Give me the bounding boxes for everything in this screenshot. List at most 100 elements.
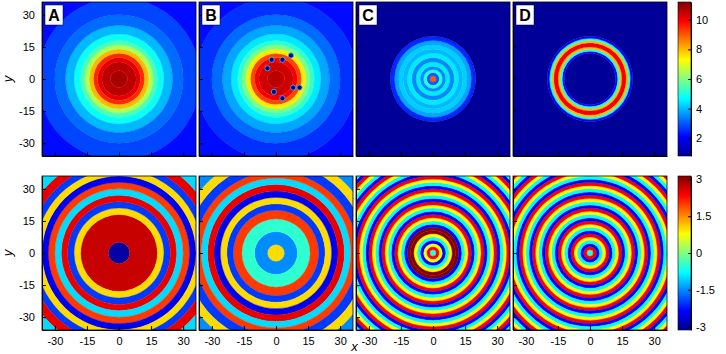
vortex — [280, 96, 285, 101]
ring-cell — [220, 197, 331, 308]
tick-mark — [308, 326, 309, 330]
tick-mark — [42, 253, 46, 254]
tick-mark — [356, 79, 360, 80]
tick: -1.5 — [688, 284, 715, 296]
ring-cell — [85, 45, 153, 113]
ring-cell — [356, 176, 510, 330]
ring-cell — [513, 176, 667, 330]
colorbar-axis: -3-1.501.53 — [688, 173, 715, 332]
tick: 15 — [145, 326, 157, 347]
tick: 0 — [688, 247, 702, 259]
ring-cell — [68, 202, 171, 305]
tick-mark — [465, 326, 466, 330]
panel-label: B — [205, 7, 217, 24]
heatmap-rings — [42, 2, 196, 156]
tick-label: -15 — [550, 335, 566, 347]
heatmap-rings — [513, 176, 667, 330]
y-axis — [199, 3, 203, 157]
tick — [119, 152, 120, 156]
tick-mark — [199, 221, 203, 222]
axis-domain — [691, 177, 692, 331]
ring-cell — [390, 36, 476, 122]
frame — [356, 176, 510, 330]
vortex — [297, 85, 302, 90]
tick-mark — [183, 152, 184, 156]
tick-label: 30 — [23, 183, 35, 195]
tick-mark — [558, 152, 559, 156]
ring-cell — [61, 195, 177, 311]
tick — [199, 285, 203, 286]
tick — [308, 152, 309, 156]
tick-mark — [590, 152, 591, 156]
ring-cell — [417, 237, 449, 269]
ring-cell — [411, 231, 456, 276]
y-axis: -30-1501530 — [19, 177, 46, 331]
tick: -30 — [19, 311, 46, 323]
tick — [55, 152, 56, 156]
ring-cell — [513, 176, 667, 330]
tick — [356, 143, 360, 144]
x-axis: -30-1501530 — [514, 326, 668, 347]
ring-cell — [356, 176, 510, 330]
tick-mark — [199, 285, 203, 286]
ring-cell — [513, 176, 667, 330]
ring-cell — [519, 182, 660, 323]
tick-mark — [590, 326, 591, 330]
tick: 3 — [688, 173, 702, 185]
tick — [465, 152, 466, 156]
ring-cell — [223, 26, 330, 133]
ring-cell — [369, 189, 497, 317]
tick-label: -30 — [19, 137, 35, 149]
tick-mark — [42, 285, 46, 286]
panel: -30-1501530A — [8, 0, 230, 190]
ring-cell — [401, 221, 465, 285]
tick-label: 15 — [23, 215, 35, 227]
heatmap-rings — [199, 176, 353, 330]
tick-mark — [356, 47, 360, 48]
tick — [199, 111, 203, 112]
tick-label: 30 — [178, 335, 190, 347]
tick — [356, 253, 360, 254]
vortex — [291, 85, 296, 90]
tick-mark — [356, 253, 360, 254]
tick-mark — [433, 326, 434, 330]
x-axis: -30-1501530 — [357, 326, 511, 347]
ring-cell — [416, 62, 450, 96]
tick-mark — [369, 152, 370, 156]
ring-cell — [208, 185, 345, 322]
frame — [513, 176, 667, 330]
ring-cell — [356, 176, 510, 330]
ring-cell — [395, 215, 472, 292]
ring-cell — [407, 53, 458, 104]
tick: 30 — [23, 183, 46, 195]
colorbar-fill — [678, 2, 691, 156]
tick-label: 0 — [273, 335, 279, 347]
ring-cell — [356, 176, 510, 330]
panel: C — [322, 0, 544, 190]
tick — [590, 152, 591, 156]
axis-domain — [514, 156, 668, 157]
tick: 15 — [459, 326, 471, 347]
tick-label: -15 — [79, 335, 95, 347]
tick-mark — [356, 143, 360, 144]
y-axis-title: y — [0, 248, 15, 257]
ring-cell — [93, 53, 144, 104]
ring-cell — [98, 58, 141, 101]
tick-mark — [42, 189, 46, 190]
tick-mark — [622, 152, 623, 156]
heatmap-rings — [513, 2, 667, 156]
tick-mark — [55, 326, 56, 330]
heatmap-rings — [42, 176, 196, 330]
y-axis: -30-1501530 — [19, 3, 46, 157]
tick: 10 — [688, 14, 708, 26]
tick-mark — [558, 326, 559, 330]
tick-label: -30 — [47, 335, 63, 347]
axis-domain — [200, 330, 354, 331]
ring-cell — [403, 49, 463, 109]
vortex — [265, 66, 270, 71]
tick — [199, 317, 203, 318]
ring-cell — [513, 176, 667, 330]
tick-mark — [119, 326, 120, 330]
tick: 30 — [23, 9, 46, 21]
ring-cell — [42, 176, 196, 330]
